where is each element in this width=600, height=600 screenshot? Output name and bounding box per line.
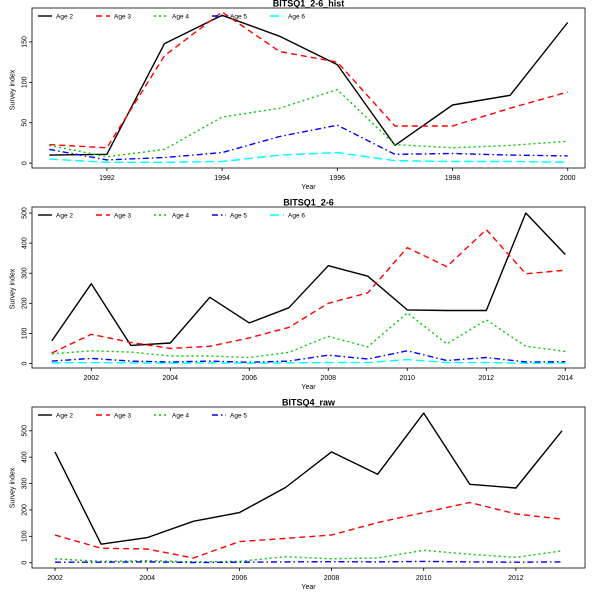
y-tick-label: 400 bbox=[22, 237, 29, 249]
x-tick-label: 2002 bbox=[47, 575, 63, 582]
series-line-age-3 bbox=[51, 228, 566, 354]
y-tick-label: 200 bbox=[22, 297, 29, 309]
x-tick-label: 2012 bbox=[478, 375, 494, 382]
legend-entry-age-2: Age 2 bbox=[56, 412, 73, 419]
y-tick-label: 300 bbox=[22, 267, 29, 279]
series-line-age-4 bbox=[49, 88, 568, 158]
legend-entry-age-2: Age 2 bbox=[56, 212, 73, 219]
x-tick-label: 1994 bbox=[214, 175, 230, 182]
x-tick-label: 2008 bbox=[324, 575, 340, 582]
plot-frame bbox=[31, 206, 586, 369]
legend-entry-age-6: Age 6 bbox=[288, 212, 305, 219]
x-tick-label: 2006 bbox=[232, 575, 248, 582]
series-line-age-4 bbox=[51, 312, 566, 359]
legend-entry-age-2: Age 2 bbox=[56, 13, 73, 20]
y-axis-label: Survey index bbox=[10, 69, 17, 110]
x-tick-label: 2000 bbox=[560, 175, 576, 182]
x-tick-label: 1996 bbox=[330, 175, 346, 182]
legend-entry-age-3: Age 3 bbox=[114, 212, 131, 219]
x-tick-label: 2012 bbox=[508, 575, 524, 582]
chart-panel-2: BITSQ1_2-6 2002 2004 2006 2008 2010 2012 2014 0 1… bbox=[10, 198, 586, 391]
legend: Age 2 Age 3 Age 4 Age 5 bbox=[38, 412, 247, 419]
y-tick-label: 100 bbox=[22, 76, 29, 88]
series-line-age-2 bbox=[49, 14, 569, 156]
y-axis-label: Survey index bbox=[10, 467, 17, 508]
x-tick-label: 2002 bbox=[83, 375, 99, 382]
legend-entry-age-3: Age 3 bbox=[114, 13, 131, 20]
x-tick-label: 2004 bbox=[162, 375, 178, 382]
y-tick-label: 500 bbox=[22, 425, 29, 437]
x-axis-label: Year bbox=[301, 584, 316, 591]
chart-title: BITSQ4_raw bbox=[282, 398, 336, 408]
legend-entry-age-4: Age 4 bbox=[172, 13, 189, 20]
series-line-age-2 bbox=[51, 212, 566, 347]
x-tick-label: 1998 bbox=[445, 175, 461, 182]
series-line-age-5 bbox=[49, 124, 568, 161]
legend-entry-age-4: Age 4 bbox=[172, 412, 189, 419]
series-line-age-5 bbox=[55, 560, 563, 564]
x-axis-label: Year bbox=[301, 184, 316, 191]
y-tick-label: 200 bbox=[22, 504, 29, 516]
series-line-age-3 bbox=[54, 501, 563, 559]
legend-entry-age-5: Age 5 bbox=[230, 412, 247, 419]
plot-frame bbox=[31, 7, 586, 169]
series-line-age-3 bbox=[49, 11, 568, 149]
y-tick-label: 300 bbox=[22, 478, 29, 490]
x-tick-label: 2010 bbox=[399, 375, 415, 382]
y-tick-label: 500 bbox=[22, 207, 29, 219]
y-tick-label: 100 bbox=[22, 327, 29, 339]
y-tick-label: 0 bbox=[22, 561, 29, 565]
y-axis-label: Survey index bbox=[10, 268, 17, 309]
chart-title: BITSQ1_2-6_hist bbox=[273, 0, 345, 9]
legend-entry-age-5: Age 5 bbox=[230, 212, 247, 219]
legend: Age 2 Age 3 Age 4 Age 5 Age 6 bbox=[38, 212, 305, 219]
y-tick-label: 0 bbox=[22, 361, 29, 365]
series-line-age-2 bbox=[54, 412, 563, 545]
x-tick-label: 2010 bbox=[416, 575, 432, 582]
series-line-age-6 bbox=[49, 151, 568, 164]
chart-panel-1: BITSQ1_2-6_hist 1992 1994 1996 1998 2000 0 50 10… bbox=[10, 0, 586, 191]
x-tick-label: 2008 bbox=[320, 375, 336, 382]
x-tick-label: 2006 bbox=[241, 375, 257, 382]
legend-entry-age-4: Age 4 bbox=[172, 212, 189, 219]
y-tick-label: 100 bbox=[22, 530, 29, 542]
legend-entry-age-3: Age 3 bbox=[114, 412, 131, 419]
chart-panel-3: BITSQ4_raw 2002 2004 2006 2008 2010 2012 0 100 20… bbox=[10, 398, 586, 591]
x-tick-label: 2014 bbox=[557, 375, 573, 382]
x-tick-label: 1992 bbox=[99, 175, 115, 182]
x-axis-label: Year bbox=[301, 384, 316, 391]
plot-frame bbox=[31, 406, 586, 569]
legend: Age 2 Age 3 Age 4 Age 5 Age 6 bbox=[38, 13, 305, 20]
legend-entry-age-5: Age 5 bbox=[230, 13, 247, 20]
x-tick-label: 2004 bbox=[139, 575, 155, 582]
legend-entry-age-6: Age 6 bbox=[288, 13, 305, 20]
y-tick-label: 400 bbox=[22, 451, 29, 463]
chart-title: BITSQ1_2-6 bbox=[283, 198, 334, 208]
y-tick-label: 50 bbox=[22, 119, 29, 127]
y-tick-label: 0 bbox=[22, 161, 29, 165]
series-line-age-5 bbox=[51, 350, 566, 363]
series-line-age-6 bbox=[51, 358, 566, 364]
series-line-age-4 bbox=[54, 549, 563, 563]
y-tick-label: 150 bbox=[22, 36, 29, 48]
